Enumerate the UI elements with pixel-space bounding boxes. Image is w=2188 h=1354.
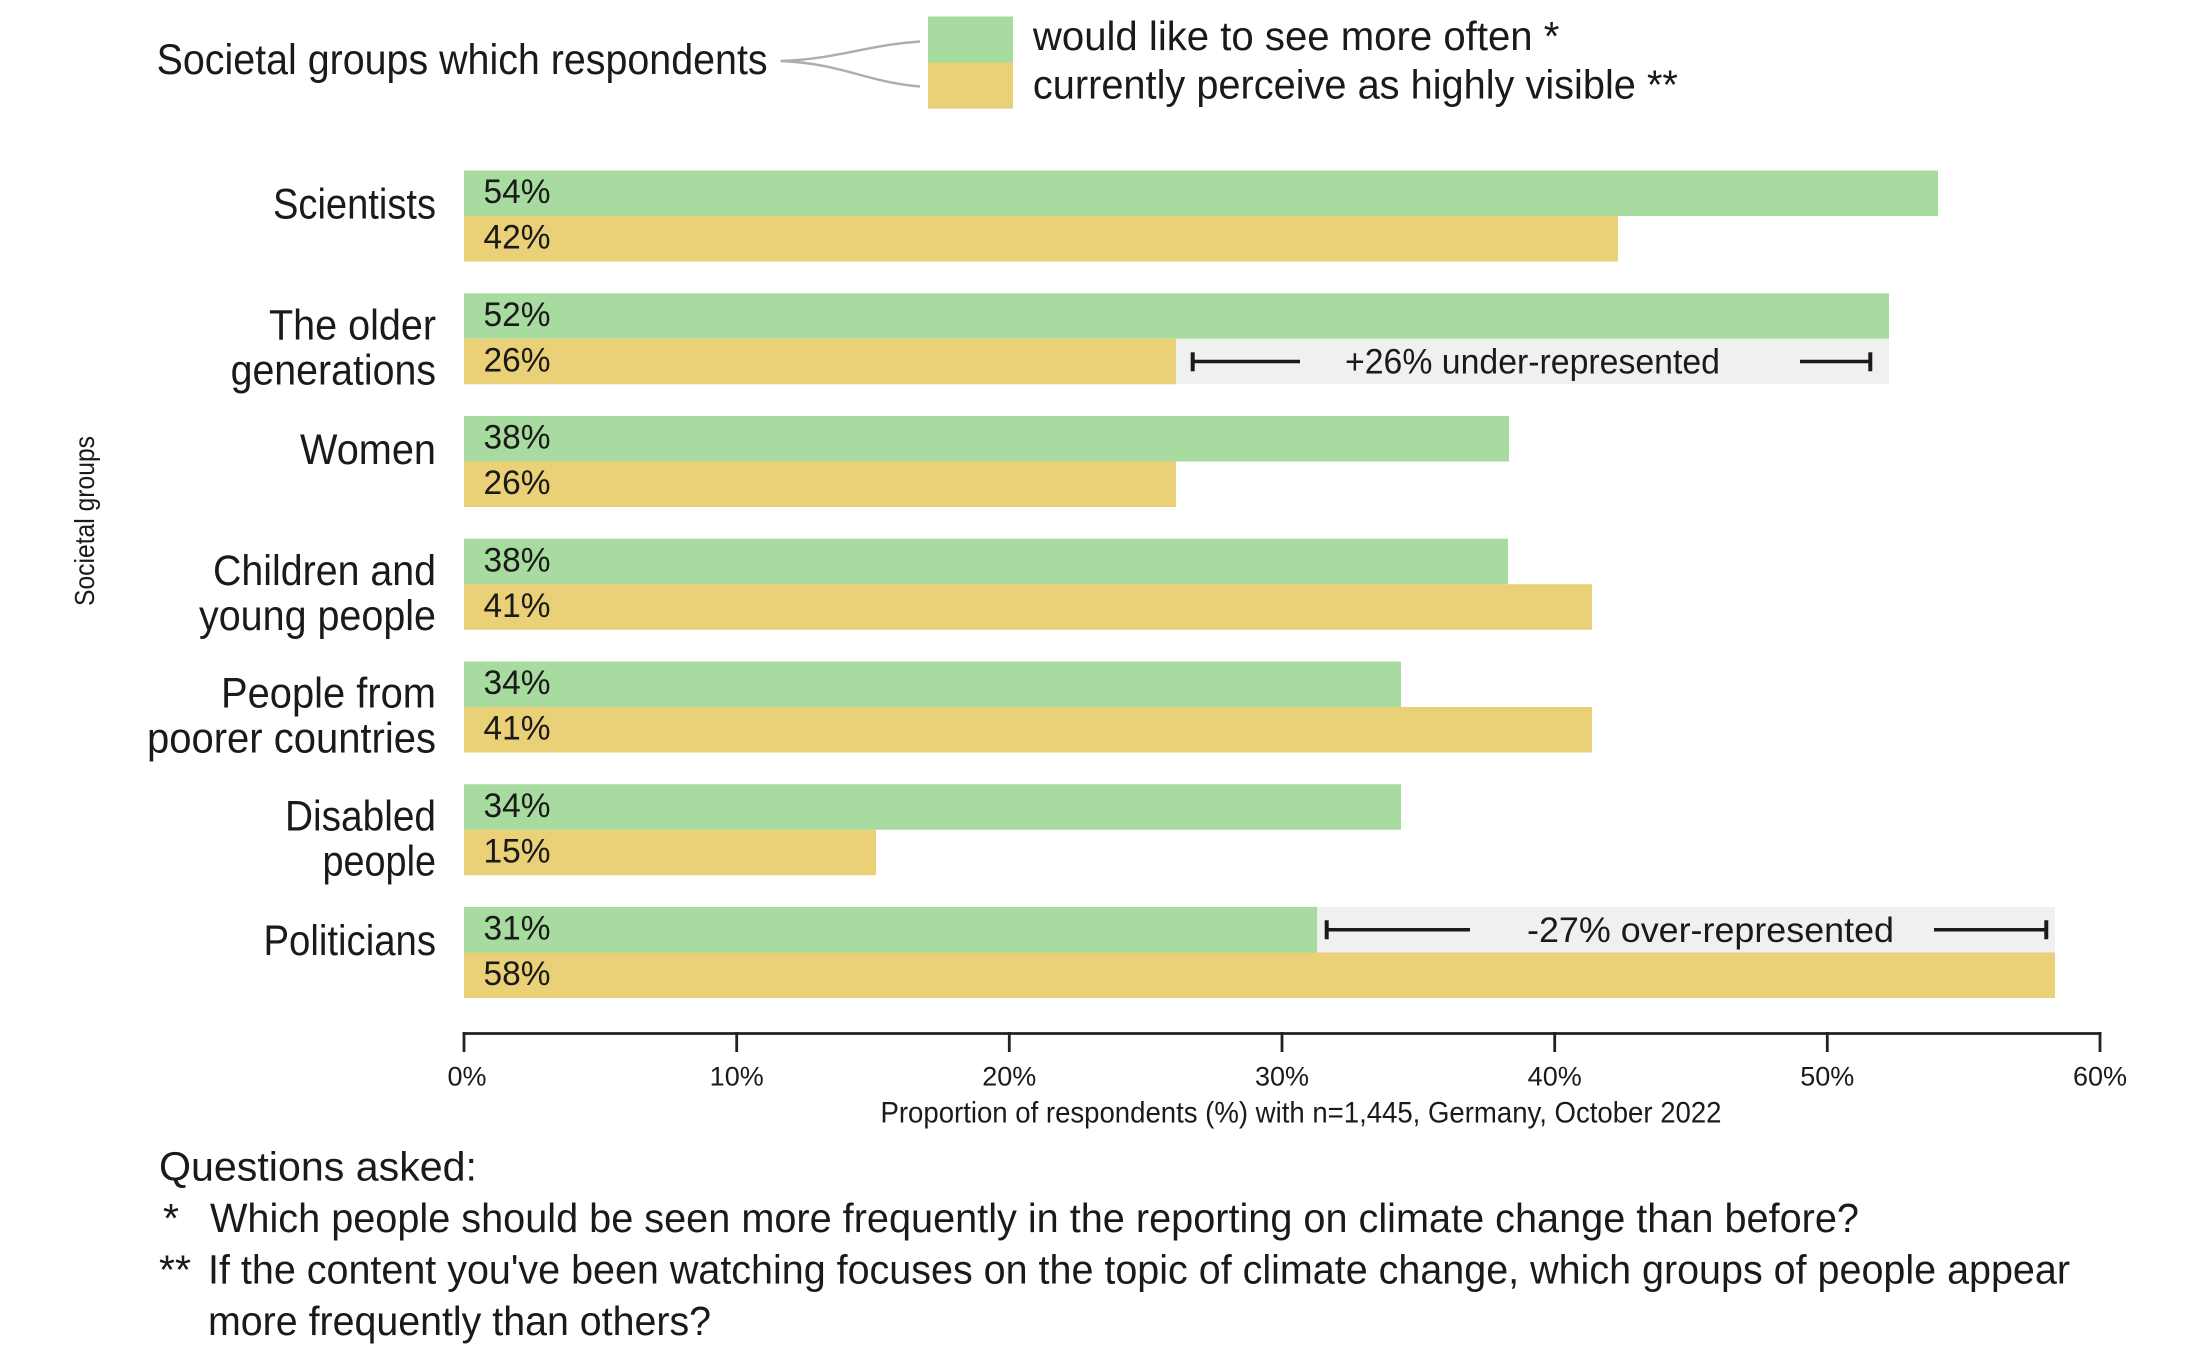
svg-text:-27% over-represented: -27% over-represented bbox=[1527, 911, 1894, 950]
svg-text:41%: 41% bbox=[484, 587, 551, 625]
svg-text:generations: generations bbox=[231, 346, 436, 394]
svg-text:0%: 0% bbox=[447, 1061, 486, 1091]
svg-text:30%: 30% bbox=[1255, 1061, 1309, 1091]
svg-text:currently perceive as highly v: currently perceive as highly visible ** bbox=[1033, 62, 1678, 108]
svg-text:38%: 38% bbox=[484, 419, 551, 457]
svg-text:38%: 38% bbox=[484, 541, 551, 579]
svg-text:would like to see more often *: would like to see more often * bbox=[1032, 13, 1560, 59]
svg-text:young people: young people bbox=[199, 592, 436, 640]
svg-text:34%: 34% bbox=[484, 787, 551, 825]
svg-text:Societal groups which responde: Societal groups which respondents bbox=[157, 36, 768, 84]
svg-text:42%: 42% bbox=[484, 219, 551, 257]
svg-text:20%: 20% bbox=[982, 1061, 1036, 1091]
svg-text:31%: 31% bbox=[484, 910, 551, 948]
svg-text:The older: The older bbox=[269, 301, 436, 349]
svg-text:people: people bbox=[323, 837, 437, 885]
svg-text:Politicians: Politicians bbox=[264, 917, 437, 965]
svg-text:Proportion of respondents (%): Proportion of respondents (%) with n=1,4… bbox=[881, 1097, 1722, 1130]
svg-text:Women: Women bbox=[300, 426, 436, 474]
svg-text:+26% under-represented: +26% under-represented bbox=[1345, 343, 1720, 382]
svg-text:10%: 10% bbox=[710, 1061, 764, 1091]
svg-text:**: ** bbox=[159, 1246, 191, 1292]
svg-text:26%: 26% bbox=[484, 341, 551, 379]
svg-text:15%: 15% bbox=[484, 832, 551, 870]
svg-text:Questions asked:: Questions asked: bbox=[159, 1143, 477, 1189]
svg-text:58%: 58% bbox=[484, 955, 551, 993]
svg-text:Children and: Children and bbox=[213, 547, 436, 595]
svg-text:41%: 41% bbox=[484, 710, 551, 748]
svg-text:Societal groups: Societal groups bbox=[69, 436, 100, 606]
svg-text:60%: 60% bbox=[2073, 1061, 2127, 1091]
svg-text:poorer countries: poorer countries bbox=[147, 715, 436, 763]
svg-text:52%: 52% bbox=[484, 296, 551, 334]
svg-text:If the content you've been wat: If the content you've been watching focu… bbox=[208, 1246, 2070, 1292]
svg-text:26%: 26% bbox=[484, 464, 551, 502]
svg-text:Which people should be seen mo: Which people should be seen more frequen… bbox=[210, 1195, 1859, 1241]
svg-text:34%: 34% bbox=[484, 664, 551, 702]
svg-text:Scientists: Scientists bbox=[273, 181, 436, 229]
svg-text:40%: 40% bbox=[1528, 1061, 1582, 1091]
svg-text:54%: 54% bbox=[484, 173, 551, 211]
svg-text:50%: 50% bbox=[1800, 1061, 1854, 1091]
svg-text:*: * bbox=[163, 1195, 179, 1241]
svg-text:Disabled: Disabled bbox=[285, 792, 436, 840]
svg-text:more frequently than others?: more frequently than others? bbox=[208, 1298, 711, 1344]
svg-text:People from: People from bbox=[221, 670, 436, 718]
